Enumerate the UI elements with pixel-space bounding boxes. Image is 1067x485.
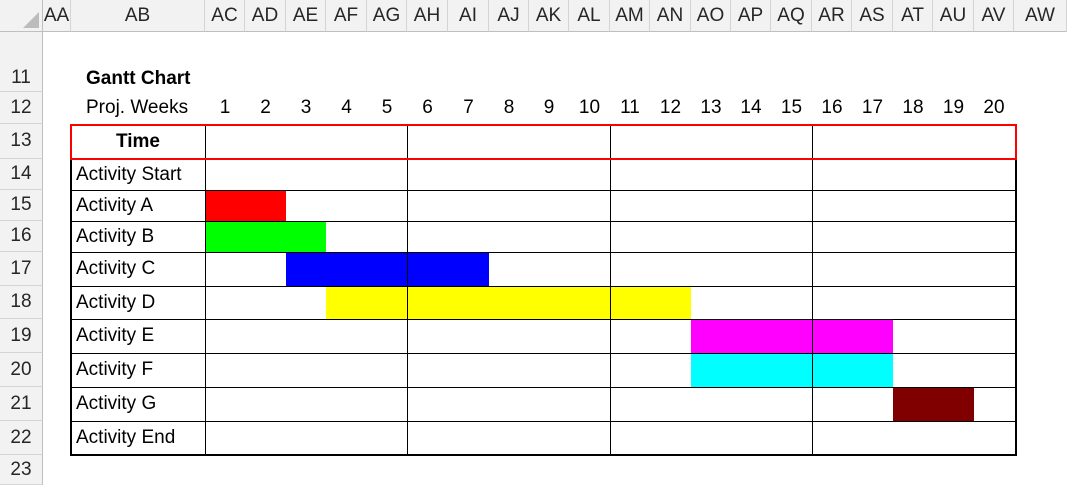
column-header-ai[interactable]: AI	[448, 0, 489, 32]
column-header-ab[interactable]: AB	[71, 0, 205, 32]
time-row-highlight	[70, 124, 1017, 160]
column-header-aj[interactable]: AJ	[489, 0, 529, 32]
grid-line-horizontal	[71, 387, 1017, 388]
column-header-aa[interactable]: AA	[43, 0, 71, 32]
row-header-11[interactable]: 11	[0, 65, 43, 92]
week-number: 11	[620, 97, 640, 118]
row-header-18[interactable]: 18	[0, 286, 43, 319]
activity-label: Activity C	[76, 258, 156, 279]
activity-label: Activity Start	[76, 163, 182, 185]
grid-line-vertical	[812, 124, 813, 455]
row-header-19[interactable]: 19	[0, 319, 43, 353]
row-header-14[interactable]: 14	[0, 159, 43, 190]
row-header-15[interactable]: 15	[0, 190, 43, 221]
column-header-ap[interactable]: AP	[731, 0, 771, 32]
week-number: 14	[740, 97, 762, 118]
time-label: Time	[115, 130, 160, 152]
row-header-12[interactable]: 12	[0, 92, 43, 124]
grid-line-horizontal	[71, 421, 1017, 422]
activity-bar	[286, 252, 489, 286]
column-header-aw[interactable]: AW	[1014, 0, 1067, 32]
week-number: 13	[700, 97, 722, 118]
week-number: 8	[503, 97, 515, 118]
grid-line-horizontal	[71, 353, 1017, 354]
gantt-title: Gantt Chart	[86, 67, 191, 89]
activity-label: Activity D	[76, 291, 156, 313]
grid-line-horizontal	[71, 319, 1017, 320]
column-header-af[interactable]: AF	[326, 0, 367, 32]
row-header-23[interactable]: 23	[0, 455, 43, 485]
week-number: 6	[422, 97, 433, 118]
grid-line-horizontal	[71, 190, 1017, 191]
grid-border-right	[1015, 159, 1017, 456]
select-all-triangle-icon	[23, 12, 39, 28]
grid-line-vertical	[205, 124, 206, 455]
select-all-corner[interactable]	[0, 0, 43, 32]
week-number: 2	[260, 97, 271, 118]
activity-label: Activity End	[76, 427, 176, 448]
column-header-ad[interactable]: AD	[245, 0, 286, 32]
row-header-21[interactable]: 21	[0, 387, 43, 421]
activity-label: Activity B	[76, 225, 155, 247]
column-header-ah[interactable]: AH	[407, 0, 448, 32]
week-number: 16	[821, 97, 843, 118]
activity-bar	[205, 190, 286, 221]
row-header-20[interactable]: 20	[0, 353, 43, 387]
week-number: 4	[341, 97, 352, 118]
grid-line-horizontal	[71, 252, 1017, 253]
week-number: 5	[381, 97, 393, 118]
row-header-16[interactable]: 16	[0, 221, 43, 252]
grid-line-horizontal	[71, 286, 1017, 287]
week-number: 17	[861, 97, 884, 118]
week-number: 18	[902, 97, 924, 118]
column-header-an[interactable]: AN	[650, 0, 691, 32]
activity-bar	[893, 387, 974, 421]
activity-label: Activity G	[76, 393, 157, 414]
week-number: 19	[942, 97, 965, 118]
column-header-au[interactable]: AU	[933, 0, 974, 32]
week-number: 20	[983, 97, 1005, 118]
activity-bar	[205, 221, 326, 252]
grid-line-horizontal	[71, 221, 1017, 222]
grid-border-bottom	[71, 454, 1017, 456]
week-number: 15	[780, 97, 803, 118]
week-number: 9	[543, 97, 555, 118]
activity-bar	[326, 286, 691, 319]
column-header-ar[interactable]: AR	[812, 0, 852, 32]
column-header-am[interactable]: AM	[610, 0, 650, 32]
column-header-av[interactable]: AV	[974, 0, 1014, 32]
row-header-13[interactable]: 13	[0, 124, 43, 159]
activity-bar	[691, 353, 893, 387]
week-number: 1	[219, 97, 231, 118]
proj-weeks-label: Proj. Weeks	[86, 97, 189, 118]
week-number: 12	[659, 97, 682, 118]
week-number: 10	[578, 97, 601, 118]
column-header-al[interactable]: AL	[569, 0, 610, 32]
column-header-ak[interactable]: AK	[529, 0, 569, 32]
row-header-gap	[0, 32, 43, 65]
week-number: 3	[300, 97, 312, 118]
activity-label: Activity F	[76, 359, 154, 380]
column-header-as[interactable]: AS	[852, 0, 893, 32]
grid-border-left	[70, 159, 72, 456]
column-header-at[interactable]: AT	[893, 0, 933, 32]
column-header-aq[interactable]: AQ	[771, 0, 812, 32]
row-header-22[interactable]: 22	[0, 421, 43, 455]
activity-label: Activity E	[76, 325, 155, 346]
row-header-17[interactable]: 17	[0, 252, 43, 286]
grid-line-vertical	[407, 124, 408, 455]
grid-line-vertical	[610, 124, 611, 455]
week-number: 7	[463, 97, 474, 118]
column-header-ac[interactable]: AC	[205, 0, 245, 32]
column-header-ao[interactable]: AO	[691, 0, 731, 32]
column-header-ae[interactable]: AE	[286, 0, 326, 32]
activity-bar	[691, 319, 893, 353]
column-header-ag[interactable]: AG	[367, 0, 407, 32]
activity-label: Activity A	[76, 194, 154, 216]
